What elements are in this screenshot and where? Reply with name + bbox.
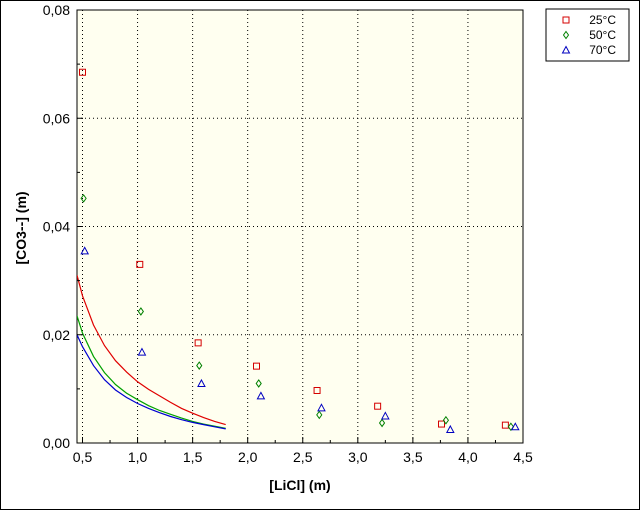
x-tick-label: 2,0 [238, 449, 258, 465]
data-point [378, 418, 386, 428]
legend-box [545, 8, 630, 62]
legend-marker [561, 45, 571, 54]
fit-curve [77, 275, 226, 426]
y-tick-label: 0,00 [43, 435, 70, 451]
data-point [136, 260, 144, 268]
x-tick-label: 4,5 [513, 449, 533, 465]
x-tick-label: 0,5 [73, 449, 93, 465]
data-point [137, 347, 147, 356]
data-point [374, 402, 382, 410]
x-tick-label: 3,0 [348, 449, 368, 465]
data-point [316, 410, 323, 420]
data-point [381, 411, 390, 420]
data-point [317, 403, 326, 412]
data-point [79, 68, 87, 76]
data-point [194, 339, 202, 347]
fit-curve [77, 334, 226, 430]
data-point [253, 362, 261, 370]
y-tick-label: 0,04 [43, 219, 70, 235]
data-point [137, 307, 144, 316]
legend-marker [562, 30, 570, 40]
y-axis-title: [CO3--] (m) [13, 191, 29, 264]
axes: 0,5 1,0 1,5 2,0 2,5 3,0 3,5 4,0 4,5 0,00 0,02 0,04 0… [43, 2, 533, 465]
y-tick-label: 0,02 [43, 327, 70, 343]
data-point [313, 386, 321, 394]
legend-marker [562, 16, 570, 24]
legend-label: 25°C [589, 13, 616, 27]
legend-label: 50°C [589, 28, 616, 42]
plot-area [76, 9, 524, 444]
x-tick-label: 1,0 [128, 449, 148, 465]
x-tick-label: 3,5 [403, 449, 423, 465]
x-tick-label: 2,5 [293, 449, 313, 465]
grid-lines [77, 10, 523, 443]
data-point [445, 424, 455, 433]
legend-label: 70°C [589, 43, 616, 57]
data-point [197, 378, 206, 387]
y-tick-label: 0,08 [43, 2, 70, 18]
data-point [255, 379, 262, 388]
fit-curve [77, 315, 226, 429]
legend: 25°C50°C70°C [545, 8, 630, 62]
data-point [438, 420, 446, 428]
data-points [79, 68, 520, 433]
data-point [80, 246, 90, 255]
data-point [80, 193, 87, 203]
x-axis-title: [LiCl] (m) [269, 477, 330, 493]
fit-curves [77, 275, 226, 430]
data-point [196, 361, 203, 370]
data-point [442, 415, 450, 425]
x-tick-label: 4,0 [458, 449, 478, 465]
data-point [256, 391, 266, 400]
data-point [507, 422, 515, 432]
y-tick-label: 0,06 [43, 110, 70, 126]
x-tick-label: 1,5 [183, 449, 203, 465]
data-point [510, 422, 520, 431]
data-point [501, 421, 509, 429]
